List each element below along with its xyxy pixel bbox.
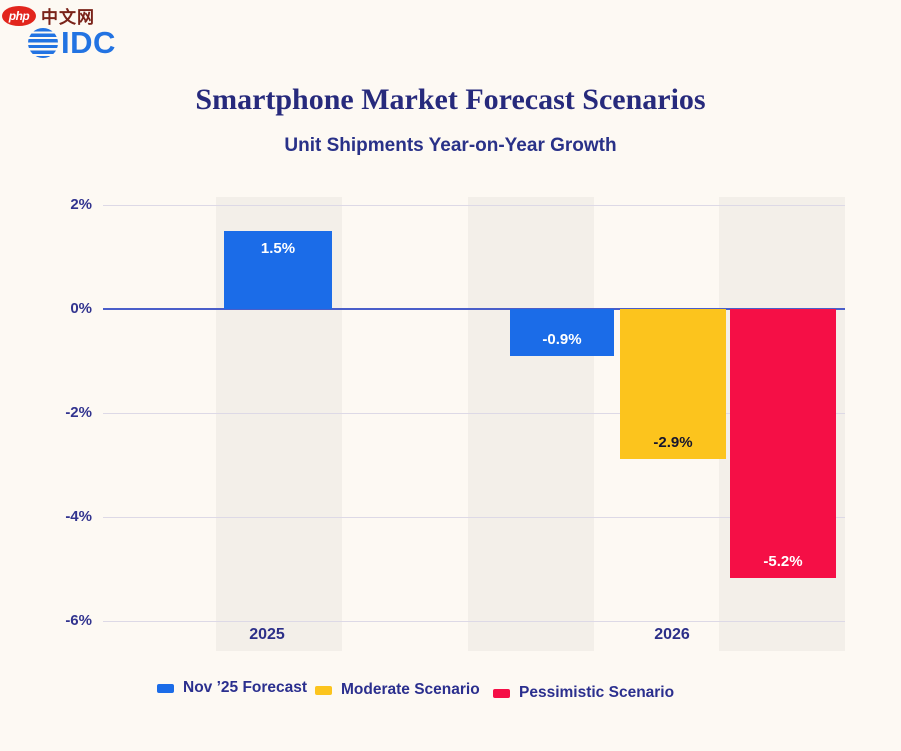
legend-item-moderate-scenario: Moderate Scenario <box>315 681 480 699</box>
legend-item-pessimistic-scenario: Pessimistic Scenario <box>493 684 674 702</box>
legend-label: Nov ’25 Forecast <box>183 679 308 696</box>
legend-label: Moderate Scenario <box>341 681 480 698</box>
php-site-logo: php 中文网 <box>2 3 95 28</box>
y-tick-neg4pct: -4% <box>65 508 92 526</box>
php-logo-badge-icon: php <box>2 5 36 26</box>
bar-2025-nov25-forecast: 1.5% <box>224 231 332 309</box>
chart-title: Smartphone Market Forecast Scenarios <box>195 83 706 116</box>
legend-label: Pessimistic Scenario <box>519 684 675 701</box>
bar-2026-pessimistic-scenario: -5.2% <box>730 309 836 578</box>
y-tick-2pct: 2% <box>70 196 92 214</box>
legend-item-nov25-forecast: Nov ’25 Forecast <box>157 679 307 697</box>
column-band-middle <box>468 197 594 651</box>
bar-value-label: -2.9% <box>653 434 693 451</box>
idc-globe-icon <box>28 28 58 58</box>
x-tick-2026: 2026 <box>654 626 690 643</box>
x-tick-2025: 2025 <box>249 626 285 643</box>
bar-value-label: -5.2% <box>763 553 803 570</box>
idc-logo: IDC <box>28 25 116 61</box>
gridline-neg4pct <box>103 517 845 518</box>
idc-logo-text: IDC <box>61 25 116 60</box>
bar-value-label: 1.5% <box>260 240 296 257</box>
y-tick-neg6pct: -6% <box>65 612 92 630</box>
y-tick-0pct: 0% <box>70 300 92 318</box>
bar-value-label: -0.9% <box>542 331 582 348</box>
y-tick-neg2pct: -2% <box>65 404 92 422</box>
legend-swatch-blue-icon <box>157 683 174 693</box>
gridline-2pct <box>103 205 845 206</box>
bar-2026-moderate-scenario: -2.9% <box>620 309 726 459</box>
gridline-neg2pct <box>103 413 845 414</box>
legend-swatch-yellow-icon <box>315 685 332 695</box>
php-site-name: 中文网 <box>41 8 95 27</box>
legend-swatch-red-icon <box>493 688 510 698</box>
zero-axis-line <box>103 308 845 310</box>
bar-2026-nov25-forecast: -0.9% <box>510 309 614 356</box>
gridline-neg6pct <box>103 621 845 622</box>
chart-subtitle: Unit Shipments Year-on-Year Growth <box>284 135 617 156</box>
